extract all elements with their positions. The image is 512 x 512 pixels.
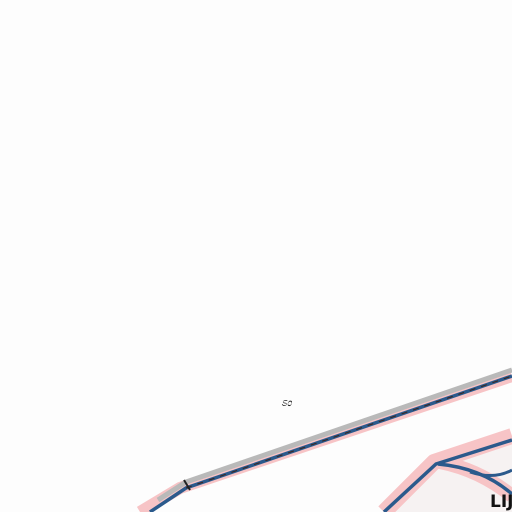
rail-dash-main — [185, 375, 512, 489]
route-line-branch-3 — [469, 468, 512, 477]
place-label-area: LIJ — [490, 492, 512, 512]
place-label-small: ಽಂ — [281, 396, 292, 409]
rail-end-tick — [183, 479, 191, 491]
land-area — [395, 436, 512, 512]
route-line-branch — [382, 438, 512, 512]
